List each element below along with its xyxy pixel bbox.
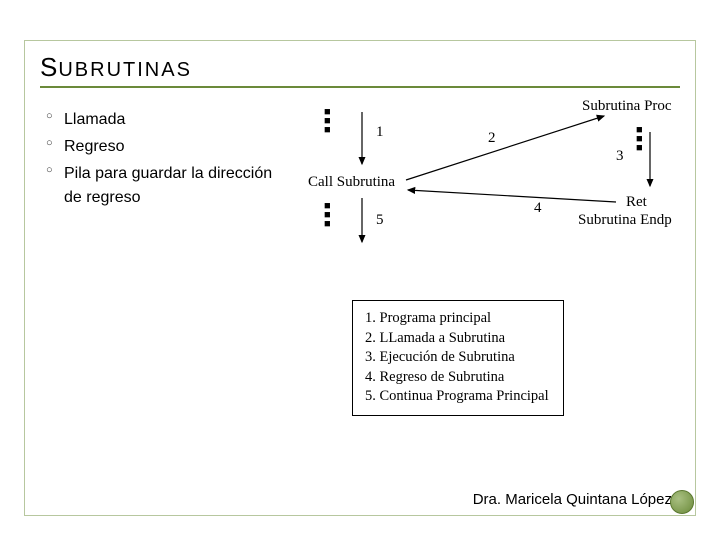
- subroutine-diagram: ■■■ Call Subrutina ■■■ Subrutina Proc ■■…: [316, 102, 694, 282]
- list-item: Pila para guardar la dirección de regres…: [46, 162, 276, 208]
- title-initial: S: [40, 52, 58, 82]
- title-rule: [40, 86, 680, 88]
- bullet-list: Llamada Regreso Pila para guardar la dir…: [46, 108, 276, 213]
- slide-title: SUBRUTINAS: [40, 52, 192, 83]
- title-rest: UBRUTINAS: [58, 59, 192, 81]
- arrows-svg: [316, 102, 694, 282]
- legend-row: 5. Continua Programa Principal: [365, 387, 549, 407]
- corner-ornament-icon: [670, 490, 694, 514]
- list-item: Llamada: [46, 108, 276, 131]
- legend-row: 4. Regreso de Subrutina: [365, 368, 549, 388]
- legend-row: 2. LLamada a Subrutina: [365, 329, 549, 349]
- bullet-text: Llamada: [64, 111, 125, 128]
- bullet-text: Regreso: [64, 138, 124, 155]
- bullet-text: Pila para guardar la dirección de regres…: [64, 165, 272, 205]
- legend-box: 1. Programa principal 2. LLamada a Subru…: [352, 300, 564, 416]
- legend-row: 3. Ejecución de Subrutina: [365, 348, 549, 368]
- footer-author: Dra. Maricela Quintana López: [473, 491, 672, 508]
- legend-row: 1. Programa principal: [365, 309, 549, 329]
- list-item: Regreso: [46, 135, 276, 158]
